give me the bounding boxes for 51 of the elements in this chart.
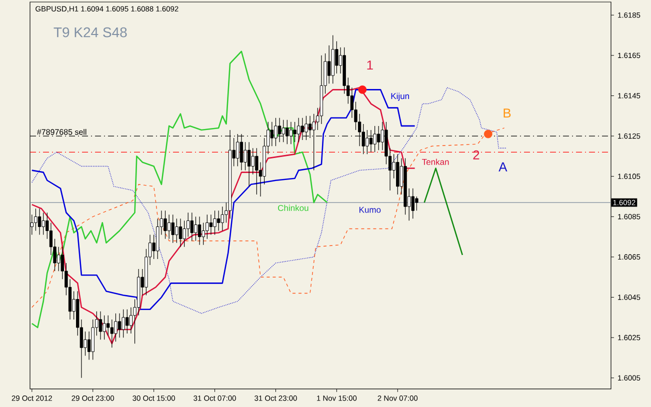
- candlestick: [84, 331, 87, 356]
- line-series: [31, 50, 328, 328]
- candlestick: [247, 142, 251, 187]
- candlestick: [350, 87, 354, 118]
- candlestick: [126, 309, 129, 334]
- candlestick: [34, 208, 38, 232]
- candlestick: [57, 246, 60, 272]
- candlestick: [164, 210, 167, 240]
- ref-line-label: #7897685 sell: [36, 128, 86, 135]
- candlestick: [178, 218, 182, 248]
- series-label: Tenkan: [422, 158, 449, 165]
- candlestick: [42, 212, 45, 236]
- candlestick: [182, 220, 186, 248]
- candlestick: [198, 216, 202, 246]
- candlestick: [171, 214, 174, 244]
- candlestick: [270, 122, 274, 146]
- annotation: T9 K24 S48: [54, 27, 127, 38]
- candlestick: [411, 188, 414, 219]
- series-label: Chinkou: [278, 204, 308, 211]
- annotation: 2: [473, 150, 480, 160]
- candlestick: [327, 45, 331, 84]
- candlestick: [175, 218, 178, 244]
- candlestick: [98, 311, 102, 340]
- candlestick: [255, 148, 258, 195]
- candlestick: [244, 142, 247, 171]
- candlestick: [190, 212, 194, 242]
- candlestick: [102, 315, 106, 340]
- candlestick: [194, 216, 198, 242]
- candlestick: [38, 208, 42, 236]
- candlestick: [213, 210, 216, 236]
- candlestick: [209, 214, 213, 236]
- candlestick: [129, 307, 133, 334]
- candlestick: [217, 210, 220, 232]
- candlestick: [167, 214, 171, 240]
- candlestick: [206, 214, 209, 240]
- candlestick: [87, 331, 91, 360]
- series-label: Kijun: [391, 92, 409, 101]
- annotation: 1: [367, 60, 373, 70]
- candlestick: [415, 196, 418, 211]
- annotation: A: [498, 162, 508, 172]
- candlestick: [251, 148, 254, 175]
- candlestick: [118, 313, 122, 338]
- candlestick: [186, 212, 190, 238]
- candlestick: [110, 319, 114, 348]
- candlestick: [220, 206, 224, 232]
- candlestick: [114, 313, 118, 342]
- candlestick: [335, 40, 338, 74]
- candlestick: [122, 309, 125, 338]
- text: Kumo: [359, 206, 381, 213]
- candlestick: [202, 222, 205, 246]
- annotation: B: [504, 108, 511, 118]
